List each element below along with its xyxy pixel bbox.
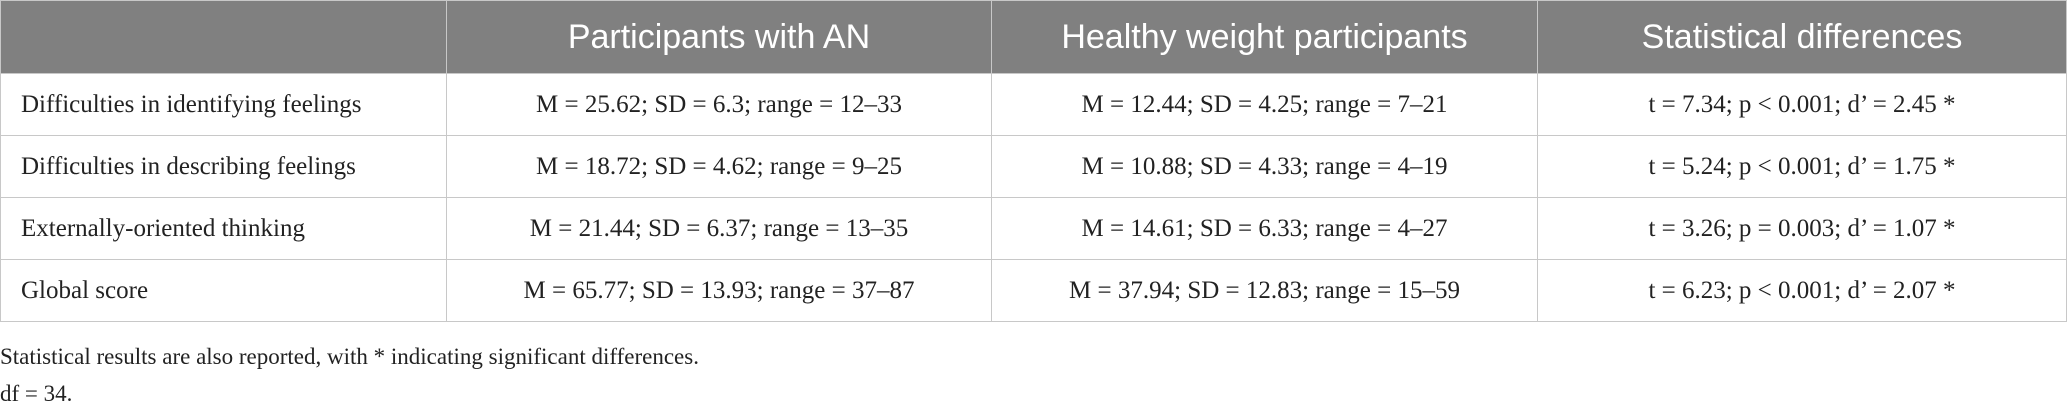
table-notes: Statistical results are also reported, w…: [0, 338, 2067, 411]
header-cell: Participants with AN: [446, 0, 992, 74]
row-label: Difficulties in describing feelings: [0, 135, 447, 198]
row-label: Global score: [0, 259, 447, 322]
table-cell: M = 37.94; SD = 12.83; range = 15–59: [991, 259, 1538, 322]
table-cell: M = 65.77; SD = 13.93; range = 37–87: [446, 259, 992, 322]
table-cell: t = 7.34; p < 0.001; d’ = 2.45 *: [1537, 73, 2067, 136]
table-cell: M = 14.61; SD = 6.33; range = 4–27: [991, 197, 1538, 260]
table-cell: t = 6.23; p < 0.001; d’ = 2.07 *: [1537, 259, 2067, 322]
note: Statistical results are also reported, w…: [0, 344, 699, 369]
table-cell: M = 12.44; SD = 4.25; range = 7–21: [991, 73, 1538, 136]
table-cell: M = 10.88; SD = 4.33; range = 4–19: [991, 135, 1538, 198]
results-table: Participants with AN Healthy weight parti…: [0, 0, 2067, 322]
table-row: Difficulties in identifying feelings M = …: [0, 73, 2067, 136]
table-cell: t = 5.24; p < 0.001; d’ = 1.75 *: [1537, 135, 2067, 198]
table-cell: t = 3.26; p = 0.003; d’ = 1.07 *: [1537, 197, 2067, 260]
row-label: Difficulties in identifying feelings: [0, 73, 447, 136]
header-cell: [0, 0, 447, 74]
table-row: Externally-oriented thinking M = 21.44; S…: [0, 197, 2067, 260]
table-row: Global score M = 65.77; SD = 13.93; range…: [0, 259, 2067, 322]
table-cell: M = 18.72; SD = 4.62; range = 9–25: [446, 135, 992, 198]
header-row: Participants with AN Healthy weight parti…: [0, 0, 2067, 74]
header-cell: Healthy weight participants: [991, 0, 1538, 74]
table-cell: M = 25.62; SD = 6.3; range = 12–33: [446, 73, 992, 136]
table-cell: M = 21.44; SD = 6.37; range = 13–35: [446, 197, 992, 260]
note: df = 34.: [0, 381, 73, 406]
header-cell: Statistical differences: [1537, 0, 2067, 74]
row-label: Externally-oriented thinking: [0, 197, 447, 260]
table-row: Difficulties in describing feelings M = 1…: [0, 135, 2067, 198]
